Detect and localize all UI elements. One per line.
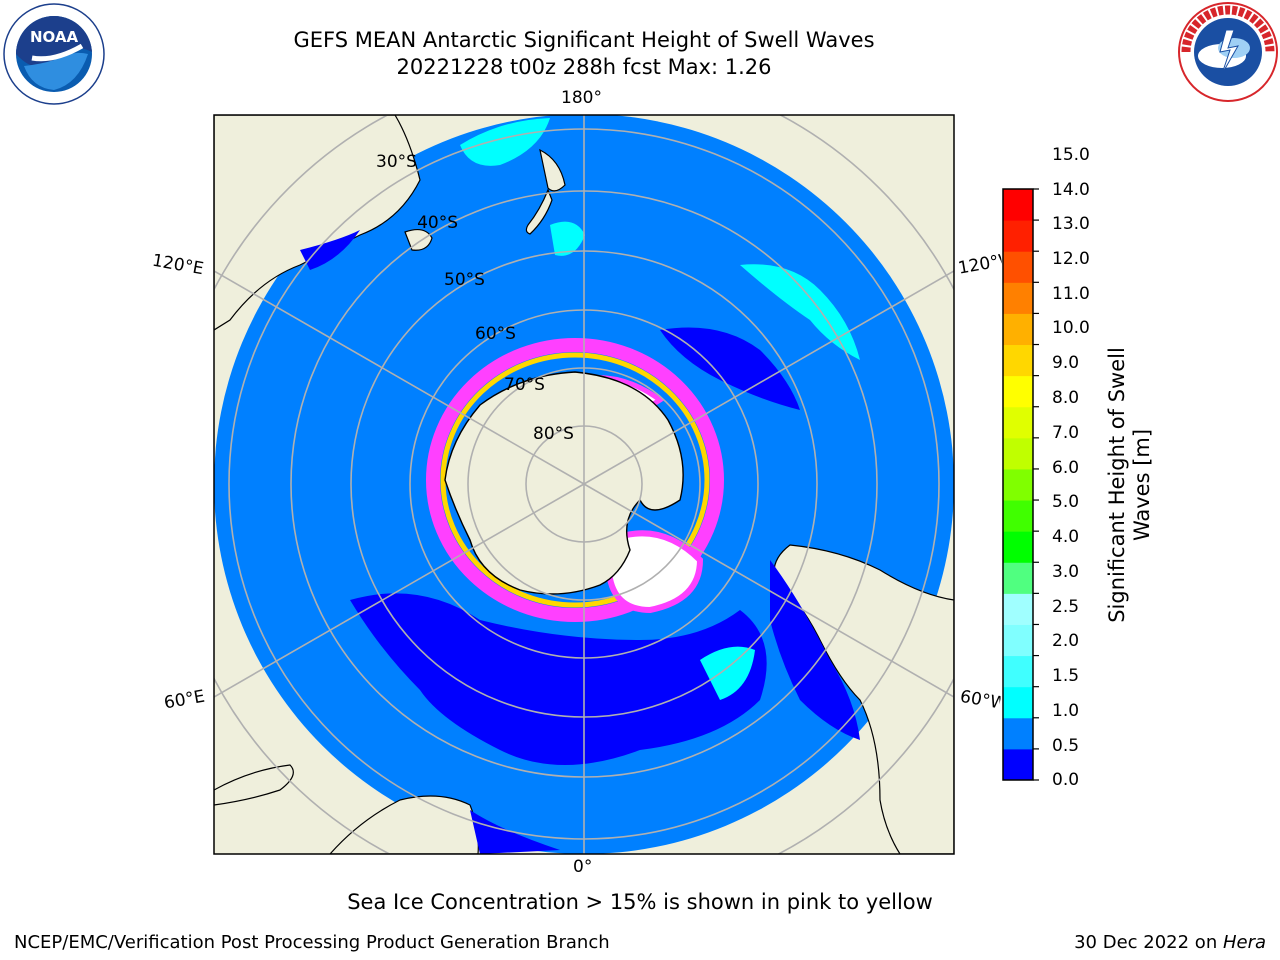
footer-date: 30 Dec 2022 on Hera xyxy=(1074,932,1266,953)
colorbar-title-line1: Significant Height of Swell xyxy=(1105,347,1129,623)
lat-label-30s: 30°S xyxy=(376,152,417,172)
colorbar-segment xyxy=(1003,655,1033,688)
swell-patch-drake xyxy=(700,646,755,700)
colorbar-tick: 0.0 xyxy=(1052,770,1080,790)
sea-ice-ring-outer xyxy=(426,338,724,622)
low-swell-zone-australia xyxy=(300,230,360,270)
sea-ice-note: Sea Ice Concentration > 15% is shown in … xyxy=(347,890,933,914)
colorbar-segment xyxy=(1003,375,1033,408)
colorbar-tick: 11.0 xyxy=(1052,284,1090,304)
colorbar-tick: 13.0 xyxy=(1052,214,1090,234)
colorbar-tick: 3.0 xyxy=(1052,562,1080,582)
colorbar-tick: 14.0 xyxy=(1052,180,1090,200)
new-zealand-land xyxy=(525,148,566,235)
colorbar-segment xyxy=(1003,686,1033,719)
colorbar-segment xyxy=(1003,344,1033,377)
sea-ice-ring-inner xyxy=(440,352,710,608)
antarctica-land xyxy=(444,371,684,595)
low-swell-zone-pacific xyxy=(660,327,800,410)
colorbar-tick: 5.0 xyxy=(1052,492,1080,512)
low-swell-zone-indian xyxy=(470,810,560,854)
swell-patch-tasman xyxy=(460,118,550,166)
colorbar-frame xyxy=(1002,188,1034,781)
swell-patch-nz xyxy=(550,221,585,256)
colorbar-segment xyxy=(1003,500,1033,532)
colorbar-tick: 10.0 xyxy=(1052,318,1090,338)
footer-credit: NCEP/EMC/Verification Post Processing Pr… xyxy=(14,932,610,953)
tasmania-land xyxy=(404,228,433,251)
colorbar-tick: 15.0 xyxy=(1052,145,1090,165)
colorbar-segment xyxy=(1003,717,1033,750)
colorbar-tick: 12.0 xyxy=(1052,249,1090,269)
svg-text:NOAA: NOAA xyxy=(30,28,79,46)
swell-patch-pacific xyxy=(740,264,860,360)
colorbar-segment xyxy=(1003,624,1033,657)
footer-date-text: 30 Dec 2022 on xyxy=(1074,932,1223,953)
lat-label-40s: 40°S xyxy=(417,213,458,233)
graticule xyxy=(214,115,954,854)
colorbar-tick: 7.0 xyxy=(1052,423,1080,443)
colorbar-tick: 0.5 xyxy=(1052,736,1080,756)
footer-host: Hera xyxy=(1222,932,1266,953)
lat-label-80s: 80°S xyxy=(533,424,574,444)
map-title: GEFS MEAN Antarctic Significant Height o… xyxy=(293,28,875,52)
lat-label-70s: 70°S xyxy=(504,375,545,395)
madagascar-land xyxy=(214,764,294,806)
lon-label-0: 0° xyxy=(573,857,593,877)
colorbar-segment xyxy=(1003,748,1033,781)
colorbar-tick: 4.0 xyxy=(1052,527,1080,547)
colorbar-tick: 1.5 xyxy=(1052,666,1080,686)
colorbar-tick: 2.5 xyxy=(1052,597,1080,617)
colorbar-title: Significant Height of Swell Waves [m] xyxy=(1105,347,1155,623)
nws-logo-icon xyxy=(1178,2,1278,102)
map-frame xyxy=(213,114,955,855)
colorbar-segment xyxy=(1003,251,1033,283)
colorbar-tick: 8.0 xyxy=(1052,388,1080,408)
colorbar-tick: 9.0 xyxy=(1052,353,1080,373)
noaa-logo-icon: NOAA xyxy=(3,3,105,105)
colorbar-segment xyxy=(1003,468,1033,501)
colorbar-segment xyxy=(1003,189,1033,221)
colorbar-segment xyxy=(1003,406,1033,439)
colorbar-segment xyxy=(1003,313,1033,346)
colorbar-segment xyxy=(1003,562,1033,594)
lon-label-180: 180° xyxy=(561,88,602,108)
colorbar-title-line2: Waves [m] xyxy=(1130,428,1154,542)
australia-land xyxy=(214,115,421,331)
colorbar-segment xyxy=(1003,282,1033,314)
map-subtitle: 20221228 t00z 288h fcst Max: 1.26 xyxy=(396,55,772,79)
colorbar-segment xyxy=(1003,437,1033,470)
low-swell-zone-atlantic xyxy=(350,593,767,765)
low-swell-zone-chile xyxy=(770,560,860,740)
colorbar-segment xyxy=(1003,593,1033,625)
colorbar-tick: 1.0 xyxy=(1052,701,1080,721)
colorbar-segment xyxy=(1003,220,1033,252)
colorbar-tick: 2.0 xyxy=(1052,631,1080,651)
colorbar-segment xyxy=(1003,531,1033,563)
colorbar xyxy=(1002,188,1039,781)
lat-label-60s: 60°S xyxy=(475,324,516,344)
colorbar-tick: 6.0 xyxy=(1052,458,1080,478)
lat-label-50s: 50°S xyxy=(444,270,485,290)
